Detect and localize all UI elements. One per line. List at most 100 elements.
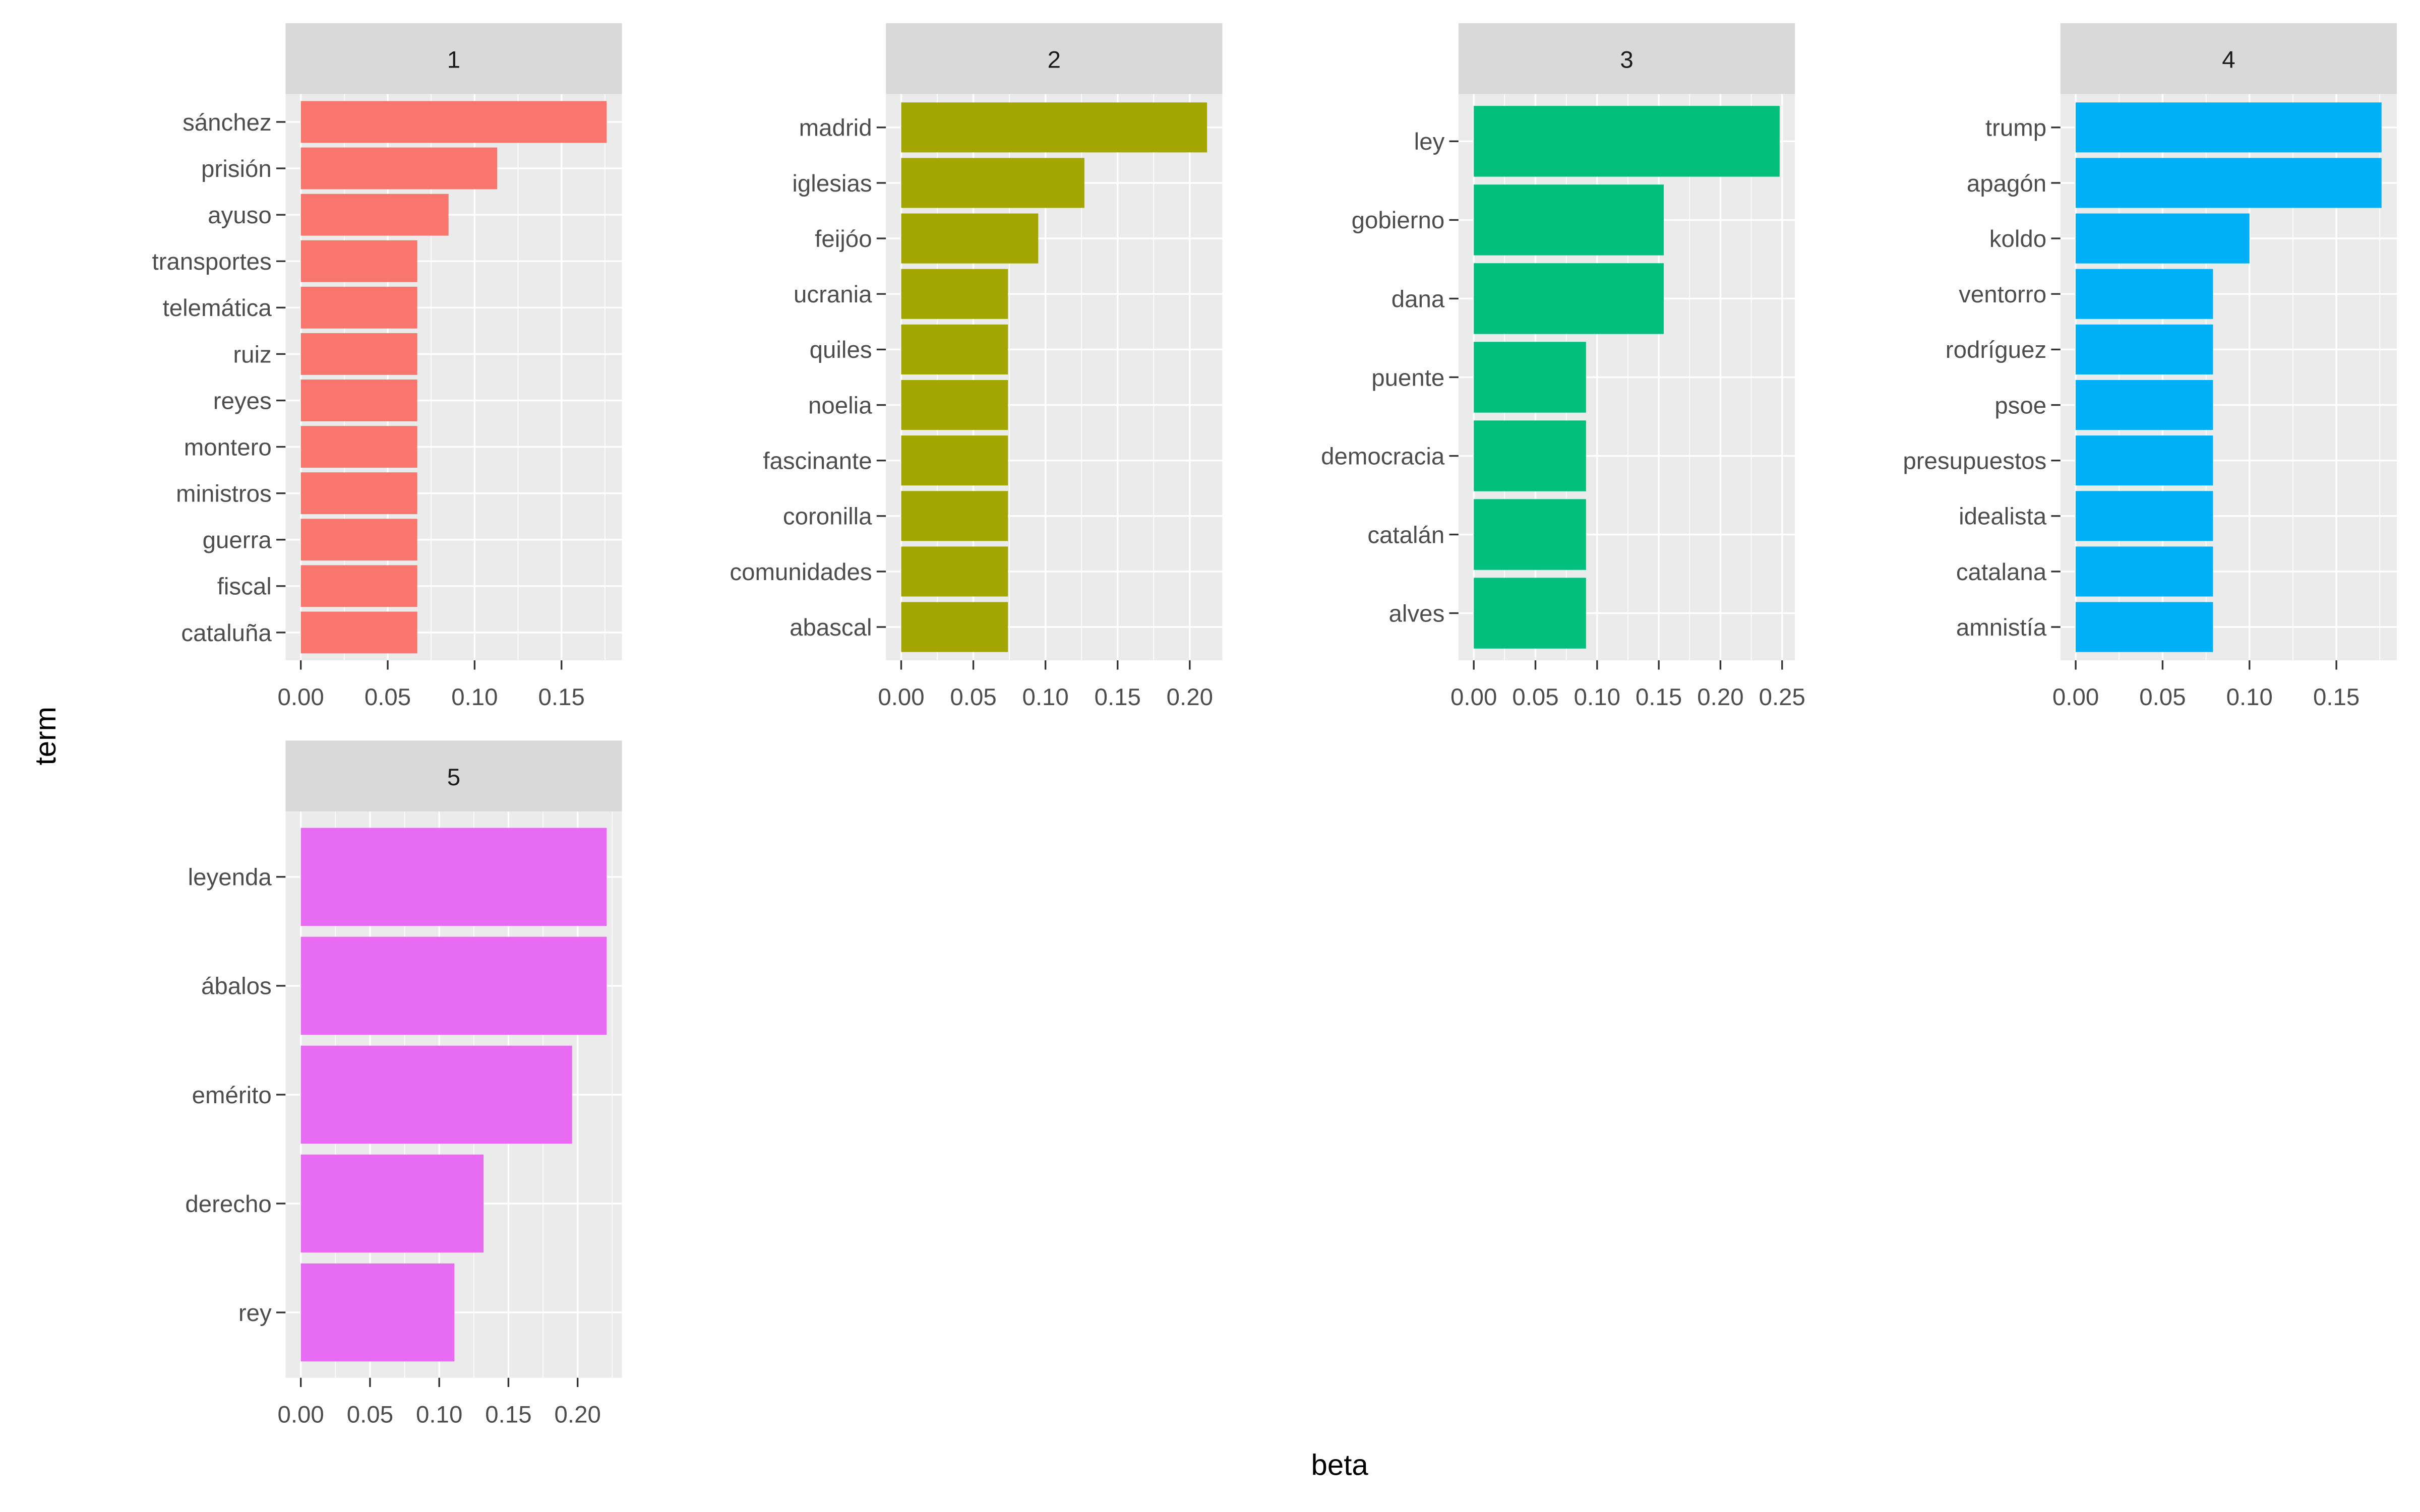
bar-psoe: [2076, 380, 2213, 430]
y-tick-label: leyenda: [188, 864, 272, 891]
y-tick-label: noelia: [808, 392, 872, 419]
x-tick-label: 0.20: [1697, 684, 1743, 711]
y-tick-label: madrid: [799, 115, 872, 142]
y-tick-label: apagón: [1967, 170, 2046, 197]
bar-trump: [2076, 102, 2382, 153]
bar-koldo: [2076, 213, 2250, 264]
y-tick-label: rodríguez: [1946, 337, 2046, 363]
bar-feijóo: [901, 213, 1039, 264]
x-tick-label: 0.05: [950, 684, 996, 711]
x-tick-label: 0.15: [1636, 684, 1682, 711]
facet-panel-5: 5 leyenda ábalos emérito derecho rey 0.00 0.05 0…: [185, 740, 622, 1428]
y-tick-label: fascinante: [763, 448, 872, 475]
y-tick-label: feijóo: [815, 226, 872, 253]
bar-sánchez: [300, 101, 607, 143]
y-tick-label: abascal: [790, 614, 872, 641]
bar-presupuestos: [2076, 435, 2213, 486]
y-tick-label: dana: [1392, 286, 1445, 312]
bar-catalana: [2076, 546, 2213, 597]
y-tick-label: ventorro: [1959, 281, 2046, 308]
facet-strip-label: 4: [2222, 47, 2235, 74]
y-tick-label: guerra: [203, 527, 272, 554]
y-tick-label: koldo: [1989, 226, 2046, 253]
x-tick-label: 0.10: [2226, 684, 2273, 711]
y-tick-label: ucrania: [794, 281, 872, 308]
bar-rey: [300, 1263, 455, 1362]
y-tick-label: derecho: [185, 1191, 271, 1218]
x-tick-label: 0.15: [538, 684, 585, 711]
y-tick-label: reyes: [213, 388, 272, 414]
y-tick-label: alves: [1389, 600, 1445, 627]
bar-idealista: [2076, 491, 2213, 541]
bar-catalán: [1474, 499, 1586, 570]
x-axis-title: beta: [1311, 1449, 1369, 1482]
x-tick-label: 0.00: [2052, 684, 2099, 711]
y-tick-label: ayuso: [208, 202, 272, 229]
y-tick-label: idealista: [1959, 503, 2047, 530]
facet-strip-label: 2: [1048, 47, 1061, 74]
bar-amnistía: [2076, 602, 2213, 652]
y-tick-label: emérito: [192, 1082, 272, 1109]
x-tick-label: 0.20: [555, 1401, 601, 1428]
bar-montero: [300, 426, 417, 468]
facet-strip: [1458, 23, 1795, 94]
bar-abascal: [901, 602, 1008, 652]
x-tick-label: 0.15: [485, 1401, 531, 1428]
y-axis-title: term: [29, 707, 62, 765]
bar-telemática: [300, 286, 417, 329]
x-tick-label: 0.00: [878, 684, 924, 711]
bar-apagón: [2076, 158, 2382, 208]
y-tick-label: puente: [1371, 364, 1444, 391]
y-tick-label: catalana: [1956, 559, 2047, 586]
y-tick-label: ábalos: [201, 973, 272, 1000]
y-tick-label: catalán: [1367, 522, 1444, 548]
bar-prisión: [300, 147, 498, 190]
x-tick-label: 0.20: [1167, 684, 1213, 711]
bar-alves: [1474, 578, 1586, 649]
y-tick-label: gobierno: [1352, 207, 1445, 234]
bar-ley: [1474, 106, 1780, 177]
x-tick-label: 0.05: [365, 684, 411, 711]
bar-fascinante: [901, 435, 1008, 486]
bar-ucrania: [901, 269, 1008, 319]
y-tick-label: rey: [238, 1300, 272, 1327]
bar-quiles: [901, 324, 1008, 374]
y-tick-label: transportes: [152, 248, 271, 275]
y-tick-label: comunidades: [730, 559, 872, 586]
bar-comunidades: [901, 546, 1008, 597]
y-tick-label: ley: [1414, 129, 1445, 155]
facet-strip: [886, 23, 1223, 94]
facet-panel-3: 3 ley gobierno dana puente democracia catalán a…: [1321, 23, 1805, 711]
y-tick-label: montero: [184, 434, 272, 461]
y-tick-label: iglesias: [792, 170, 872, 197]
y-tick-label: ruiz: [233, 341, 271, 368]
facet-strip-label: 1: [447, 47, 460, 74]
bar-rodríguez: [2076, 324, 2213, 374]
bar-guerra: [300, 519, 417, 561]
y-tick-label: democracia: [1321, 443, 1445, 470]
x-tick-label: 0.25: [1759, 684, 1805, 711]
facet-panel-4: 4 trump apagón koldo ventorro rodríguez psoe pr…: [1903, 23, 2397, 711]
y-tick-label: telemática: [163, 295, 272, 322]
y-tick-label: coronilla: [783, 503, 872, 530]
bar-gobierno: [1474, 184, 1664, 256]
bar-madrid: [901, 102, 1207, 153]
y-tick-label: prisión: [201, 156, 272, 182]
bar-ventorro: [2076, 269, 2213, 319]
x-tick-label: 0.10: [416, 1401, 462, 1428]
facet-strip-label: 5: [447, 764, 460, 791]
bar-fiscal: [300, 565, 417, 607]
x-tick-label: 0.00: [277, 684, 324, 711]
x-tick-label: 0.00: [277, 1401, 324, 1428]
facet-strip: [285, 740, 622, 812]
bar-puente: [1474, 342, 1586, 413]
y-tick-label: amnistía: [1956, 614, 2047, 641]
bar-derecho: [300, 1154, 484, 1253]
bar-dana: [1474, 263, 1664, 334]
facet-panel-1: 1 sánchez prisión ayuso transportes telemátic…: [152, 23, 622, 711]
y-tick-label: ministros: [176, 481, 272, 508]
facet-strip-label: 3: [1620, 47, 1633, 74]
x-tick-label: 0.15: [2313, 684, 2360, 711]
bar-transportes: [300, 240, 417, 282]
y-tick-label: trump: [1985, 115, 2046, 142]
